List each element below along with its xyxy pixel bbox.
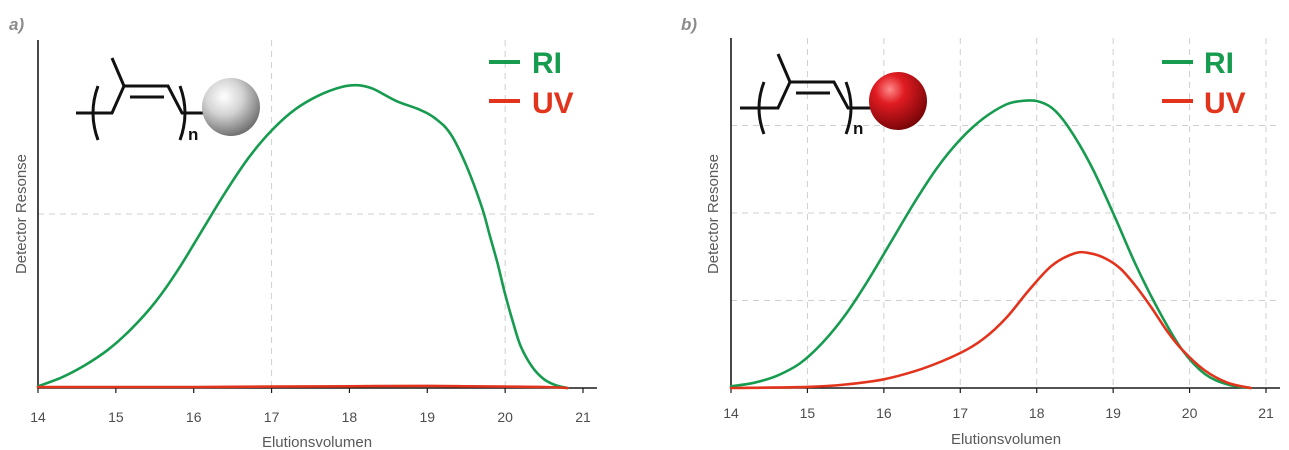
series-line-ri-b <box>729 99 1252 390</box>
x-axis-title-a: Elutionsvolumen <box>262 434 372 450</box>
methyl-group-a <box>110 57 126 87</box>
series-line-uv-a <box>36 384 569 390</box>
bracket-right-b <box>844 81 853 135</box>
panel-label-b: b) <box>681 15 697 34</box>
legend-label-ri-b: RI <box>1204 47 1234 80</box>
x-tick-label-18-b: 18 <box>1029 405 1045 421</box>
x-tick-label-15-a: 15 <box>108 409 124 425</box>
y-axis-title-b: Detector Resonse <box>705 154 722 274</box>
chart-panel-b: b) 14 15 16 17 18 19 20 21 Elutionsvolumen Dete… <box>681 15 1280 448</box>
x-tick-label-16-b: 16 <box>876 405 892 421</box>
red-bead-icon <box>869 72 927 130</box>
x-tick-label-18-a: 18 <box>342 409 358 425</box>
x-tick-label-14-a: 14 <box>30 409 46 425</box>
x-tick-label-16-a: 16 <box>186 409 202 425</box>
x-tick-label-21-a: 21 <box>575 409 591 425</box>
legend-b: RI UV <box>1162 47 1246 120</box>
x-tick-label-21-b: 21 <box>1258 405 1274 421</box>
legend-label-uv-a: UV <box>532 87 574 120</box>
series-line-uv-b <box>729 250 1252 390</box>
x-ticks-a: 14 15 16 17 18 19 20 21 <box>30 388 591 425</box>
legend-label-ri-a: RI <box>532 47 562 80</box>
chart-panel-a: a) 14 15 16 17 18 19 20 21 Elutionsvolumen Dete… <box>9 15 597 450</box>
legend-label-uv-b: UV <box>1204 87 1246 120</box>
grid-a <box>38 40 597 388</box>
series-group-a <box>36 83 569 390</box>
series-group-b <box>729 99 1252 390</box>
bracket-right-a <box>178 85 187 141</box>
grid-b <box>731 38 1280 388</box>
y-axis-title-a: Detector Resonse <box>13 154 30 274</box>
x-tick-label-14-b: 14 <box>723 405 739 421</box>
x-tick-label-15-b: 15 <box>800 405 816 421</box>
x-tick-label-20-a: 20 <box>497 409 513 425</box>
x-axis-title-b: Elutionsvolumen <box>951 431 1061 448</box>
methyl-group-b <box>776 53 792 83</box>
x-ticks-b: 14 15 16 17 18 19 20 21 <box>723 388 1274 421</box>
panel-label-a: a) <box>9 15 24 34</box>
polyisoprene-structure-a: n <box>76 57 204 144</box>
x-tick-label-17-a: 17 <box>264 409 280 425</box>
series-line-ri-a <box>36 83 569 390</box>
x-tick-label-17-b: 17 <box>952 405 968 421</box>
legend-a: RI UV <box>489 47 574 120</box>
polyisoprene-structure-b: n <box>740 53 872 138</box>
subscript-n-b: n <box>853 119 863 138</box>
grey-bead-icon <box>202 78 260 136</box>
subscript-n-a: n <box>188 125 198 144</box>
x-tick-label-19-b: 19 <box>1105 405 1121 421</box>
x-tick-label-20-b: 20 <box>1182 405 1198 421</box>
x-tick-label-19-a: 19 <box>419 409 435 425</box>
